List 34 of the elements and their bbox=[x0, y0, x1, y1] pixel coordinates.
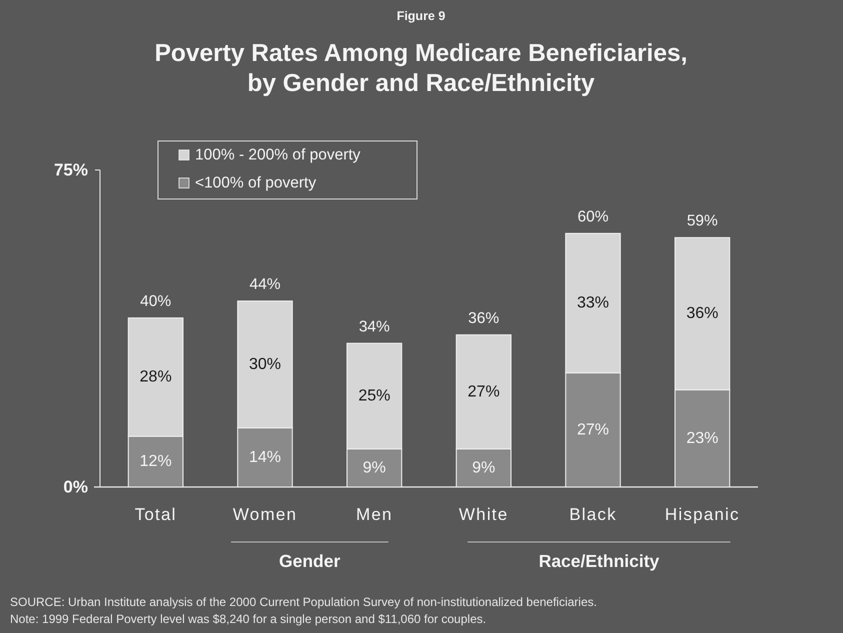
data-label: 9% bbox=[472, 459, 496, 476]
data-label: 28% bbox=[140, 368, 172, 386]
data-label: 23% bbox=[686, 430, 718, 447]
x-tick-label: Women bbox=[232, 505, 298, 524]
data-label: 9% bbox=[362, 459, 386, 476]
text: Gender bbox=[279, 551, 340, 571]
x-tick-label: Black bbox=[569, 505, 617, 524]
data-label: 27% bbox=[468, 383, 500, 400]
legend-label: <100% of poverty bbox=[195, 174, 316, 192]
data-label: 14% bbox=[248, 448, 282, 466]
x-tick-label: White bbox=[458, 505, 508, 524]
x-tick-label: Men bbox=[356, 505, 393, 524]
y-tick-label: 0% bbox=[63, 478, 88, 496]
y-tick-label: 75% bbox=[54, 160, 88, 180]
data-label: 30% bbox=[248, 356, 282, 373]
total-label: 44% bbox=[249, 276, 281, 294]
text: Race/Ethnicity bbox=[538, 551, 660, 571]
total-label: 34% bbox=[358, 318, 390, 336]
source-note: SOURCE: Urban Institute analysis of the 2000 Current Population Survey of non-institutionalized beneficiaries. bbox=[10, 595, 597, 609]
x-tick-label: Hispanic bbox=[664, 505, 740, 524]
legend-label: 100% - 200% of poverty bbox=[195, 146, 361, 164]
data-label: 25% bbox=[358, 388, 390, 405]
x-tick-label: Total bbox=[134, 505, 177, 524]
total-label: 59% bbox=[686, 212, 718, 230]
caption: Figure 9 bbox=[396, 9, 446, 23]
data-label: 36% bbox=[686, 305, 718, 322]
data-label: 12% bbox=[140, 453, 172, 470]
total-label: 36% bbox=[468, 310, 500, 327]
total-label: 40% bbox=[140, 292, 172, 310]
data-label: 33% bbox=[576, 294, 610, 312]
chart-title: Poverty Rates Among Medicare Beneficiaries, by Gender and Race/Ethnicity bbox=[154, 40, 688, 97]
data-label: 27% bbox=[576, 421, 610, 438]
total-label: 60% bbox=[577, 208, 609, 226]
text: Note: 1999 Federal Poverty level was $8,240 for a single person and $11,060 for couples. bbox=[10, 612, 486, 626]
